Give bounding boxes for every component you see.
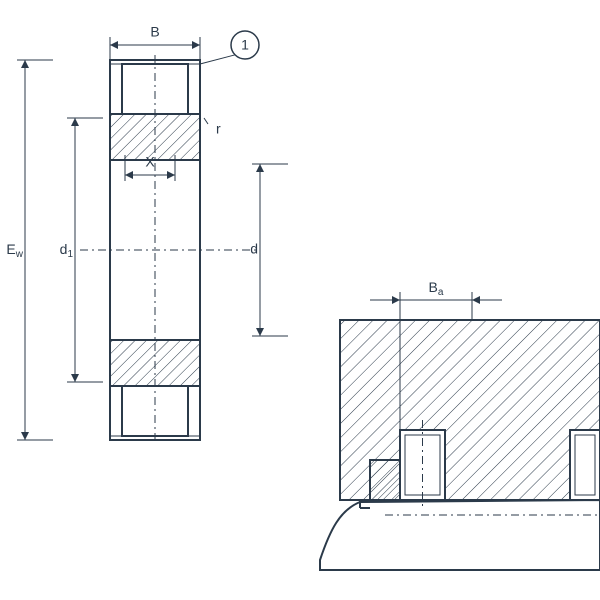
svg-text:B: B [150, 24, 159, 40]
svg-text:d1: d1 [60, 241, 74, 260]
svg-text:d: d [250, 241, 258, 257]
svg-text:1: 1 [241, 37, 249, 53]
svg-text:Ew: Ew [6, 241, 23, 260]
svg-text:X: X [145, 154, 155, 170]
svg-text:Ba: Ba [429, 279, 444, 298]
svg-text:r: r [216, 121, 221, 137]
